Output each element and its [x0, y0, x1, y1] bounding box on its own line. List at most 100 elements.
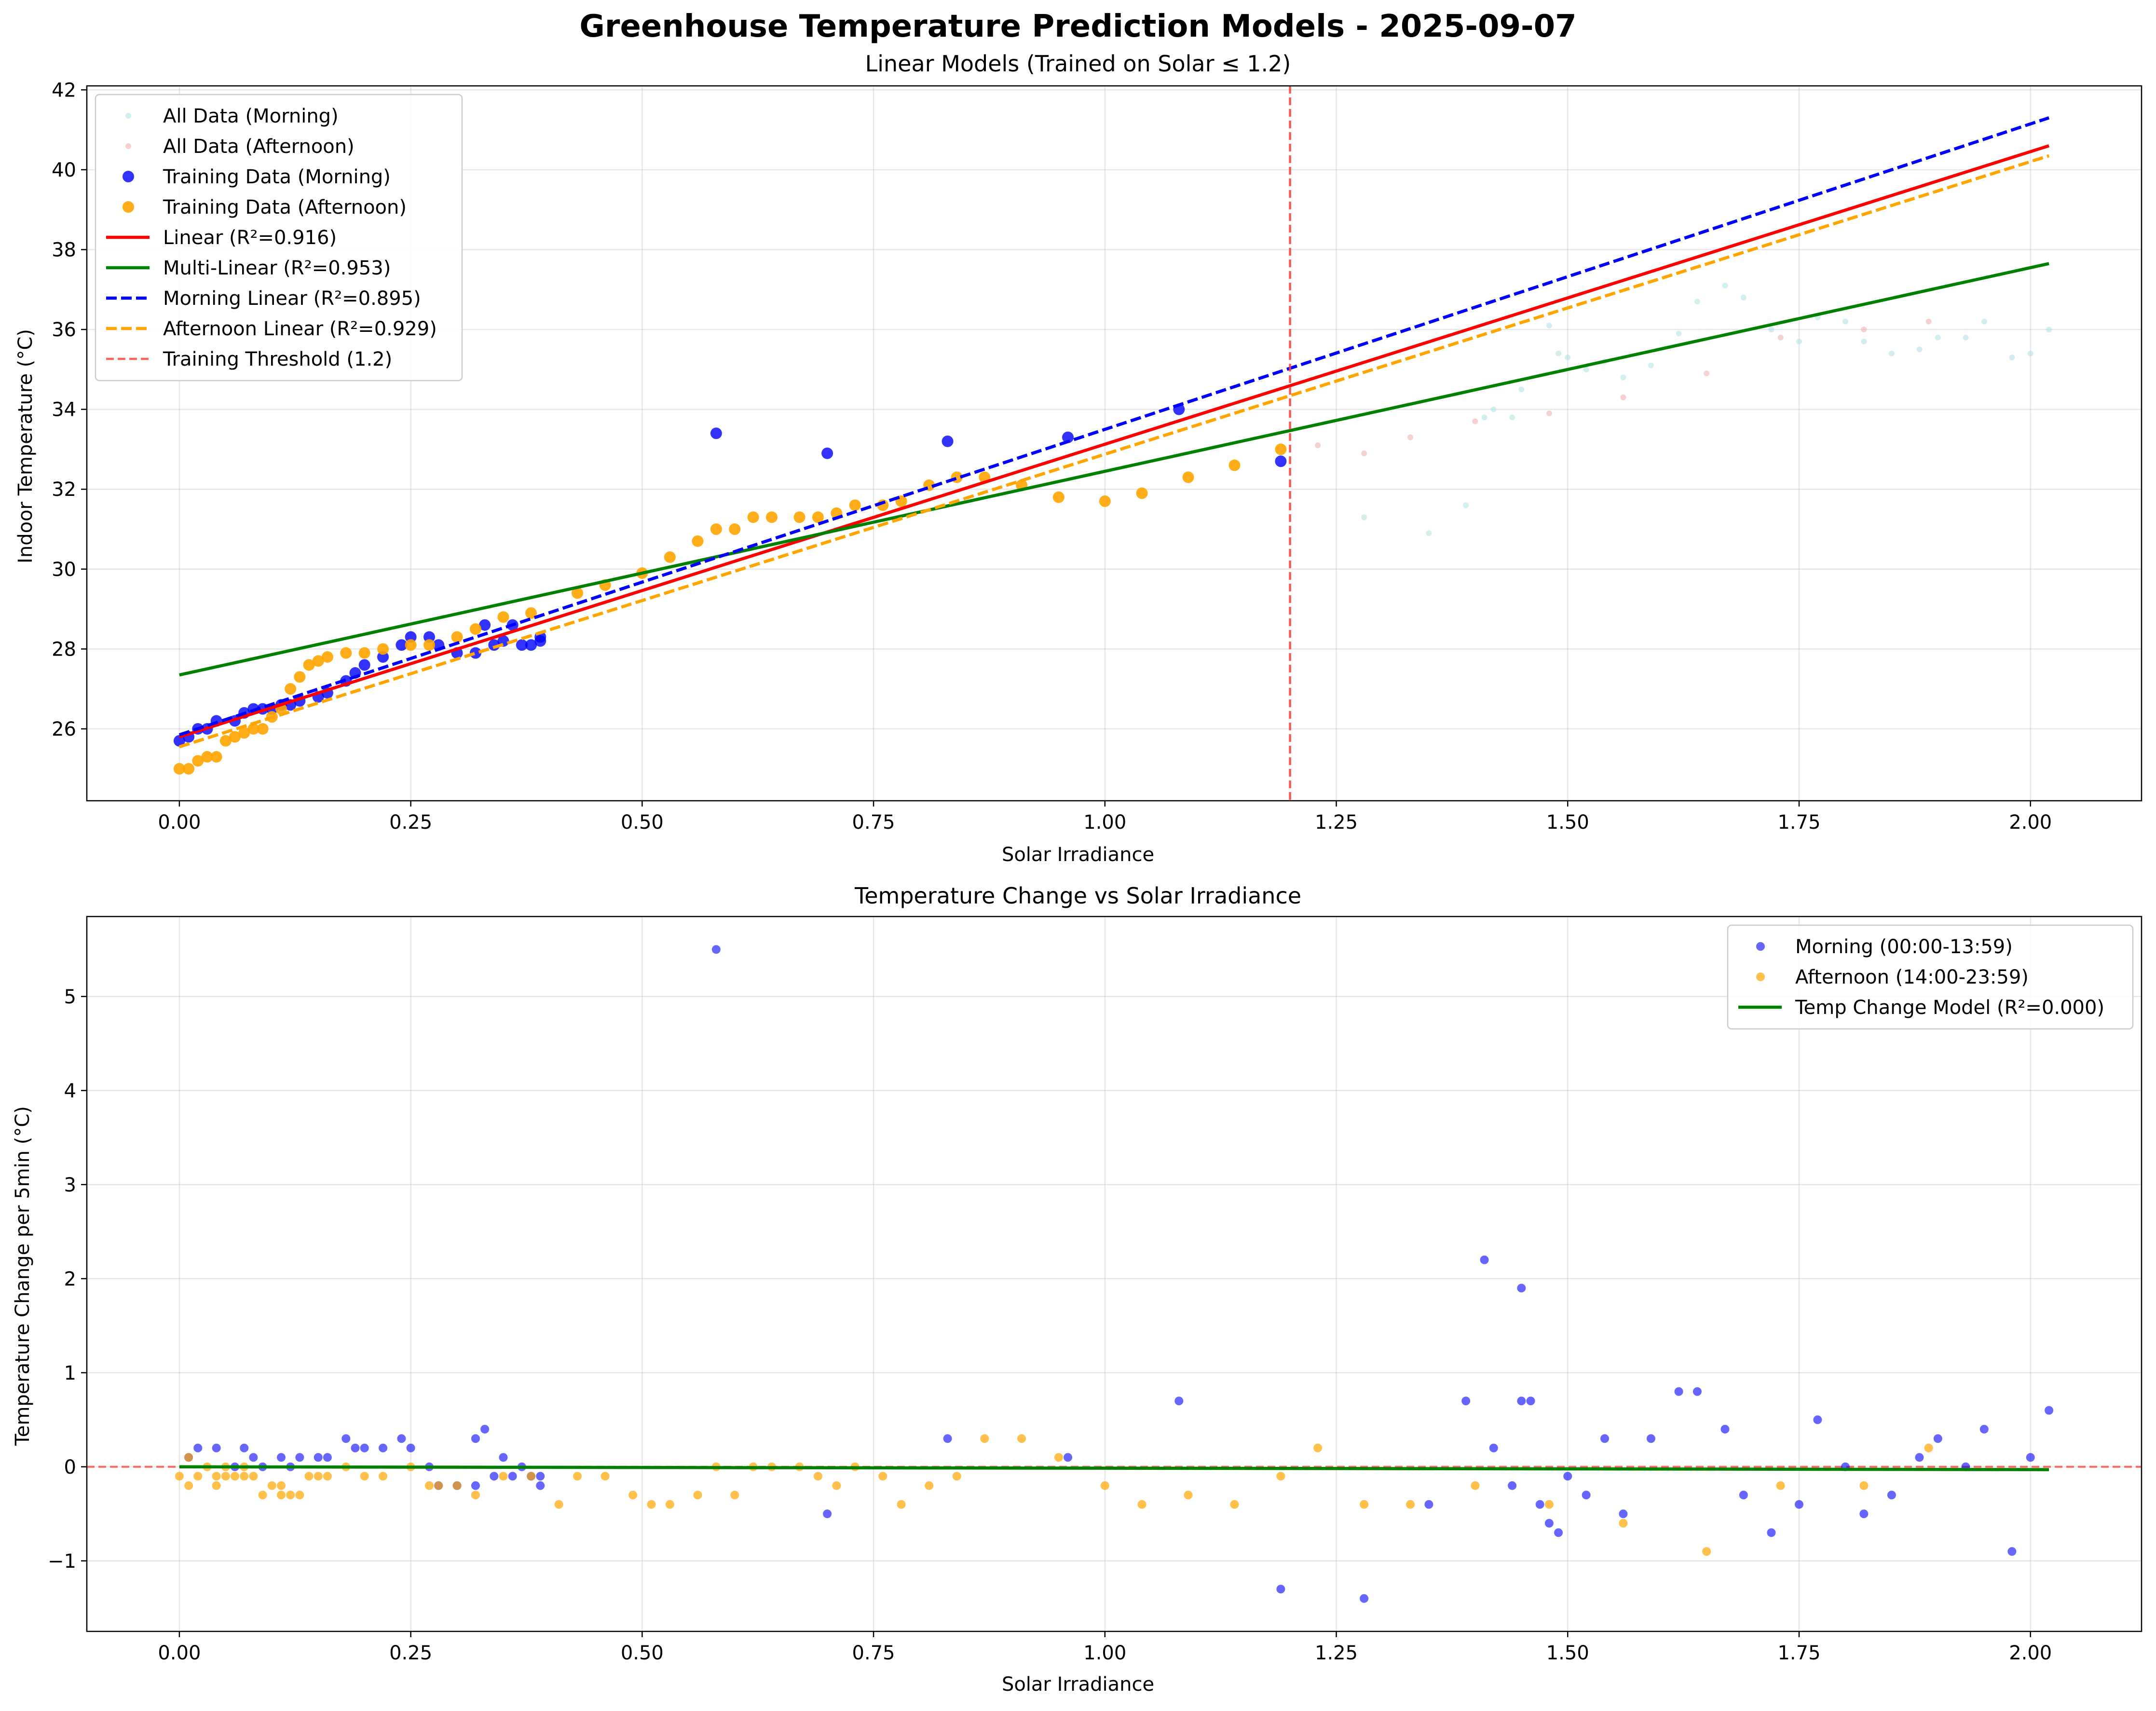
data-point-change_morning [1692, 1387, 1702, 1396]
data-point-all_morning [1796, 338, 1802, 344]
model-line-linear [178, 144, 2050, 739]
data-point-train_afternoon [849, 499, 861, 511]
x-tick-label: 1.50 [1546, 811, 1589, 834]
data-point-all_morning [1981, 318, 1987, 325]
data-point-change_afternoon [1276, 1472, 1285, 1481]
data-point-change_morning [711, 945, 721, 954]
x-tick-label: 1.00 [1083, 811, 1126, 834]
y-tick-label: 5 [64, 986, 76, 1008]
legend-label: Afternoon Linear (R²=0.929) [163, 318, 437, 340]
data-point-change_afternoon [647, 1500, 656, 1509]
model-line-temp_change_model [179, 1465, 2049, 1471]
data-point-change_afternoon [1406, 1500, 1415, 1509]
data-point-train_morning [710, 427, 722, 439]
data-point-change_afternoon [1544, 1500, 1554, 1509]
data-point-change_morning [1795, 1500, 1803, 1509]
data-point-train_morning [479, 619, 491, 631]
data-point-train_afternoon [321, 651, 333, 663]
data-point-all_afternoon [1546, 410, 1552, 416]
model-line-multi_linear [179, 262, 2049, 677]
data-point-train_afternoon [793, 511, 805, 523]
data-point-all_morning [1509, 414, 1515, 421]
data-point-change_afternoon [1100, 1481, 1109, 1490]
data-point-change_afternoon [1360, 1500, 1369, 1509]
legend-label: Temp Change Model (R²=0.000) [1795, 997, 2104, 1019]
data-point-change_morning [1979, 1424, 1989, 1434]
data-point-train_morning [942, 435, 954, 447]
legend-marker [1756, 942, 1765, 951]
data-point-train_morning [423, 631, 435, 643]
legend-label: Linear (R²=0.916) [163, 227, 337, 249]
data-point-train_afternoon [766, 511, 778, 523]
model-line-afternoon_linear [178, 154, 2050, 749]
legend-entry: Training Data (Morning) [123, 166, 391, 188]
data-point-change_morning [823, 1509, 832, 1519]
data-point-change_morning [508, 1472, 517, 1481]
data-point-train_morning [405, 631, 417, 643]
y-tick-label: 4 [64, 1080, 76, 1102]
data-point-train_afternoon [294, 671, 306, 683]
data-point-all_morning [1620, 374, 1626, 381]
y-tick-label: 2 [64, 1268, 76, 1290]
data-point-train_morning [1275, 455, 1287, 467]
data-point-train_morning [821, 447, 833, 459]
data-point-change_morning [212, 1443, 221, 1452]
data-point-change_afternoon [628, 1491, 638, 1500]
data-point-train_afternoon [183, 763, 195, 775]
x-tick-label: 0.25 [389, 1642, 432, 1664]
data-point-all_afternoon [1315, 442, 1321, 449]
data-point-train_morning [377, 651, 389, 663]
data-point-all_morning [1490, 406, 1497, 412]
y-tick-label: 32 [52, 479, 76, 501]
data-point-change_afternoon [527, 1472, 536, 1481]
x-tick-label: 1.50 [1546, 1642, 1589, 1664]
x-tick-label: 0.25 [389, 811, 432, 834]
data-point-change_morning [1064, 1453, 1073, 1462]
data-point-change_morning [1720, 1424, 1730, 1434]
legend-marker [125, 113, 131, 119]
legend-label: Afternoon (14:00-23:59) [1795, 966, 2029, 988]
data-point-change_morning [1563, 1472, 1572, 1481]
data-point-change_morning [351, 1443, 360, 1452]
top-chart-x-label: Solar Irradiance [1002, 844, 1154, 866]
data-point-train_afternoon [1099, 495, 1111, 507]
data-point-change_morning [240, 1443, 249, 1452]
data-point-change_morning [1674, 1387, 1683, 1396]
data-point-change_afternoon [730, 1491, 739, 1500]
data-point-train_morning [396, 639, 408, 651]
data-point-train_afternoon [664, 551, 676, 563]
data-point-train_afternoon [710, 523, 722, 535]
data-point-all_afternoon [1861, 327, 1867, 333]
data-point-change_morning [1619, 1509, 1628, 1519]
data-point-all_morning [1546, 322, 1552, 329]
legend-marker [1756, 972, 1765, 981]
data-point-change_morning [1600, 1434, 1610, 1443]
data-point-train_afternoon [1136, 487, 1148, 499]
data-point-train_afternoon [1228, 459, 1241, 471]
data-point-train_afternoon [729, 523, 741, 535]
data-point-train_morning [525, 639, 537, 651]
data-point-change_morning [1276, 1585, 1285, 1594]
data-point-change_morning [499, 1453, 508, 1462]
data-point-all_morning [1676, 330, 1682, 337]
data-point-change_afternoon [212, 1472, 221, 1481]
data-point-change_afternoon [1776, 1481, 1785, 1490]
data-point-change_afternoon [897, 1500, 906, 1509]
data-point-train_afternoon [358, 647, 370, 659]
data-point-all_morning [1842, 318, 1848, 325]
data-point-change_afternoon [1619, 1519, 1628, 1528]
y-tick-label: 3 [64, 1174, 76, 1196]
legend-label: All Data (Morning) [163, 105, 339, 127]
data-point-change_afternoon [1471, 1481, 1480, 1490]
x-tick-label: 1.25 [1315, 811, 1358, 834]
data-point-change_afternoon [665, 1500, 674, 1509]
data-point-change_morning [1526, 1396, 1535, 1406]
legend-entry: Afternoon (14:00-23:59) [1756, 966, 2029, 988]
data-point-train_afternoon [173, 763, 185, 775]
data-point-change_afternoon [980, 1434, 989, 1443]
data-point-change_afternoon [1859, 1481, 1869, 1490]
bottom-grid [87, 917, 2142, 1631]
data-point-train_afternoon [238, 727, 250, 739]
data-point-change_afternoon [184, 1481, 193, 1490]
